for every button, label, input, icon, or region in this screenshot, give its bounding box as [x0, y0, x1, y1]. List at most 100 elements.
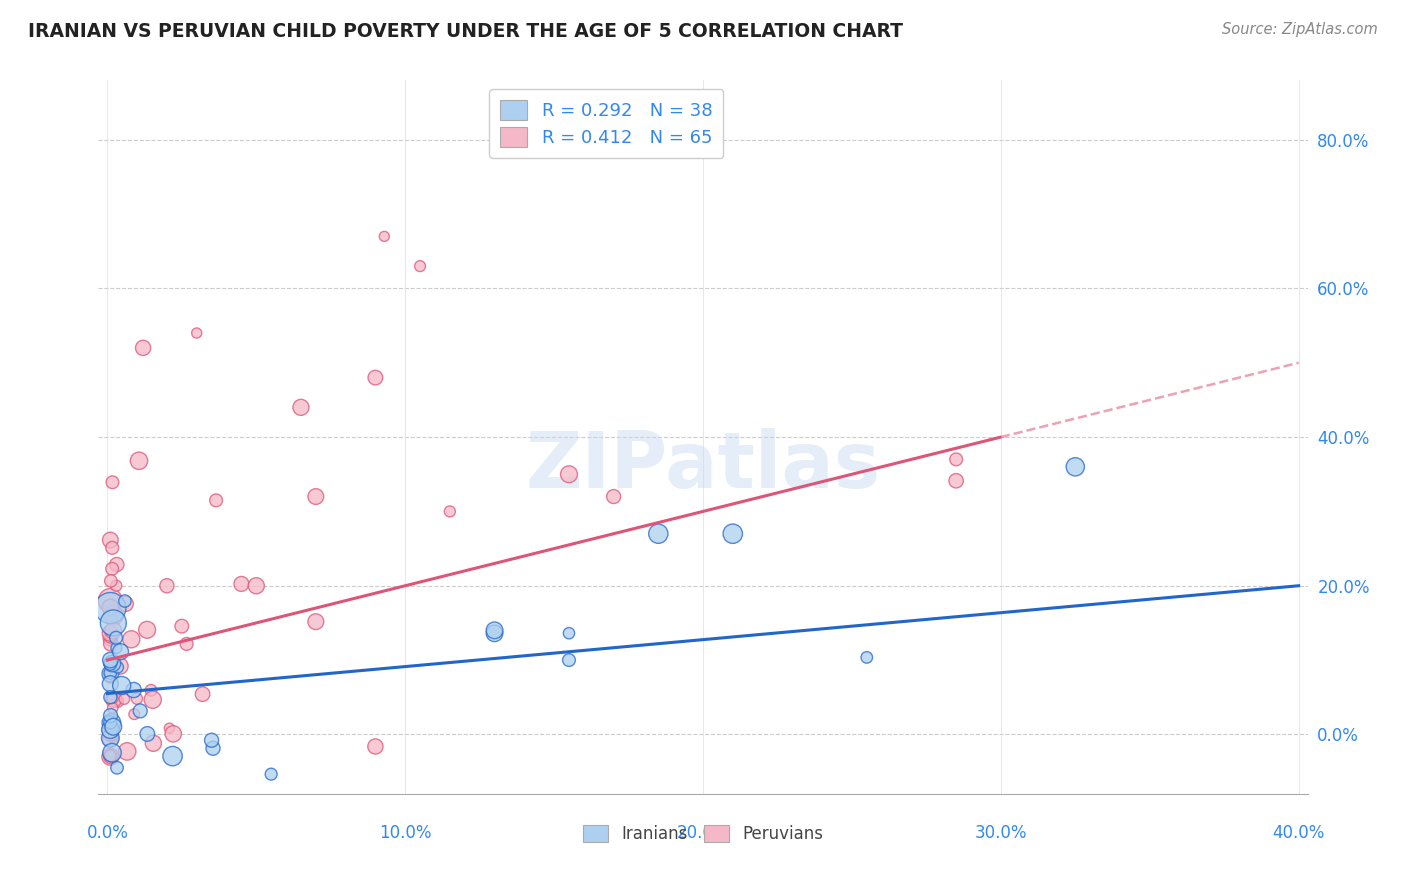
Point: [162, 727, 184, 741]
Point: [231, 577, 253, 591]
Point: [945, 474, 967, 488]
Point: [101, 730, 124, 744]
Point: [945, 452, 967, 467]
Point: [484, 624, 506, 638]
Point: [364, 370, 387, 384]
Point: [139, 683, 162, 698]
Point: [128, 454, 150, 468]
Point: [558, 653, 581, 667]
Point: [186, 326, 208, 340]
Point: [101, 562, 124, 576]
Point: [105, 579, 128, 593]
Point: [101, 541, 124, 555]
Point: [305, 490, 328, 504]
Point: [110, 645, 132, 659]
Text: ZIPatlas: ZIPatlas: [526, 427, 880, 504]
Point: [132, 341, 155, 355]
Point: [176, 637, 198, 651]
Point: [107, 660, 129, 674]
Point: [98, 659, 121, 673]
Point: [112, 692, 135, 706]
Point: [721, 526, 744, 541]
Point: [98, 626, 121, 640]
Point: [260, 767, 283, 781]
Point: [98, 632, 121, 646]
Point: [409, 259, 432, 273]
Point: [101, 691, 124, 706]
Point: [100, 708, 122, 723]
Point: [114, 597, 136, 611]
Point: [290, 401, 312, 415]
Point: [98, 690, 121, 705]
Point: [101, 657, 124, 671]
Point: [98, 666, 121, 681]
Point: [103, 720, 125, 734]
Point: [101, 746, 124, 760]
Text: IRANIAN VS PERUVIAN CHILD POVERTY UNDER THE AGE OF 5 CORRELATION CHART: IRANIAN VS PERUVIAN CHILD POVERTY UNDER …: [28, 22, 903, 41]
Point: [105, 694, 128, 708]
Point: [200, 733, 222, 747]
Point: [108, 659, 131, 673]
Point: [105, 558, 128, 572]
Point: [98, 731, 121, 746]
Point: [120, 632, 142, 647]
Point: [98, 748, 121, 763]
Point: [558, 467, 581, 482]
Point: [122, 683, 145, 698]
Point: [105, 761, 128, 775]
Point: [101, 475, 124, 490]
Point: [98, 600, 121, 615]
Point: [103, 692, 125, 706]
Point: [373, 229, 395, 244]
Point: [100, 727, 122, 741]
Point: [98, 601, 121, 615]
Point: [98, 749, 121, 764]
Point: [111, 678, 134, 692]
Point: [98, 665, 121, 680]
Text: 30.0%: 30.0%: [974, 824, 1026, 842]
Point: [439, 504, 461, 518]
Point: [98, 715, 121, 730]
Point: [98, 749, 121, 764]
Point: [142, 692, 165, 706]
Point: [136, 727, 159, 741]
Point: [558, 626, 581, 640]
Point: [98, 723, 121, 737]
Point: [129, 704, 152, 718]
Point: [100, 715, 122, 730]
Point: [602, 490, 624, 504]
Point: [114, 594, 136, 608]
Point: [1064, 459, 1087, 474]
Point: [170, 619, 193, 633]
Point: [364, 739, 387, 754]
Point: [100, 574, 122, 588]
Point: [125, 691, 148, 706]
Point: [156, 579, 179, 593]
Point: [103, 624, 125, 638]
Point: [98, 593, 121, 607]
Point: [201, 741, 224, 756]
Point: [157, 721, 180, 735]
Point: [100, 637, 122, 651]
Legend: Iranians, Peruvians: Iranians, Peruvians: [576, 818, 830, 850]
Text: 10.0%: 10.0%: [380, 824, 432, 842]
Point: [98, 732, 121, 747]
Point: [98, 723, 121, 738]
Point: [484, 626, 506, 640]
Point: [101, 701, 124, 715]
Point: [142, 736, 165, 750]
Point: [191, 687, 214, 701]
Point: [98, 653, 121, 667]
Text: 20.0%: 20.0%: [676, 824, 730, 842]
Point: [136, 623, 159, 637]
Point: [305, 615, 328, 629]
Point: [98, 677, 121, 691]
Text: 0.0%: 0.0%: [86, 824, 128, 842]
Point: [98, 631, 121, 645]
Point: [98, 668, 121, 682]
Point: [105, 640, 128, 655]
Point: [647, 526, 669, 541]
Point: [103, 608, 125, 623]
Text: 40.0%: 40.0%: [1272, 824, 1324, 842]
Point: [101, 612, 124, 626]
